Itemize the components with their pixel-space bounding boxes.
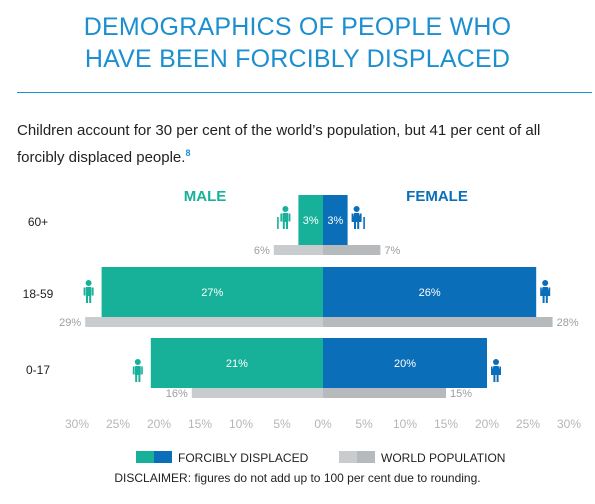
world-bar-female-0 bbox=[323, 245, 381, 255]
displaced-label-female-1: 26% bbox=[419, 287, 441, 299]
x-tick-label-5: 5% bbox=[273, 417, 291, 431]
x-tick-label-11: 25% bbox=[516, 417, 540, 431]
displaced-bar-male-2 bbox=[150, 338, 323, 388]
x-tick-label-10: 20% bbox=[475, 417, 499, 431]
x-tick-label-8: 10% bbox=[393, 417, 417, 431]
category-label-2: 0-17 bbox=[26, 363, 50, 377]
female-person-icon-2 bbox=[491, 359, 501, 382]
x-tick-label-3: 15% bbox=[188, 417, 212, 431]
disclaimer-text: DISCLAIMER: figures do not add up to 100… bbox=[114, 471, 481, 485]
x-tick-label-2: 20% bbox=[147, 417, 171, 431]
female-side-header: FEMALE bbox=[406, 188, 468, 205]
displaced-bar-female-1 bbox=[323, 267, 537, 317]
male-person-icon-2 bbox=[132, 359, 143, 382]
world-bar-male-1 bbox=[85, 317, 323, 327]
category-label-0: 60+ bbox=[28, 215, 48, 229]
world-bar-female-2 bbox=[323, 388, 446, 398]
displaced-bar-male-1 bbox=[101, 267, 323, 317]
female-person-icon-0 bbox=[351, 206, 365, 229]
world-label-female-1: 28% bbox=[557, 317, 579, 329]
world-label-female-2: 15% bbox=[450, 388, 472, 400]
x-tick-label-0: 30% bbox=[65, 417, 89, 431]
displaced-label-male-0: 3% bbox=[303, 215, 319, 227]
world-bar-male-0 bbox=[273, 245, 323, 255]
world-bar-female-1 bbox=[323, 317, 553, 327]
title-divider bbox=[17, 92, 592, 93]
world-label-male-2: 16% bbox=[166, 388, 188, 400]
world-label-male-0: 6% bbox=[254, 245, 270, 257]
displaced-bar-female-2 bbox=[323, 338, 487, 388]
world-label-female-0: 7% bbox=[384, 245, 400, 257]
legend-label-displaced: FORCIBLY DISPLACED bbox=[178, 451, 309, 465]
world-bar-male-2 bbox=[191, 388, 323, 398]
x-tick-label-1: 25% bbox=[106, 417, 130, 431]
x-tick-label-7: 5% bbox=[355, 417, 373, 431]
legend-swatch-world-male bbox=[339, 451, 357, 463]
x-tick-label-4: 10% bbox=[229, 417, 253, 431]
category-label-1: 18-59 bbox=[23, 287, 54, 301]
x-tick-label-6: 0% bbox=[314, 417, 332, 431]
male-side-header: MALE bbox=[184, 188, 227, 205]
displaced-bar-female-0 bbox=[323, 195, 348, 245]
legend-swatch-world-female bbox=[357, 451, 375, 463]
legend-swatch-displaced-female bbox=[154, 451, 172, 463]
chart-subtitle: Children account for 30 per cent of the … bbox=[17, 120, 587, 169]
male-person-icon-1 bbox=[83, 280, 94, 303]
displaced-label-male-1: 27% bbox=[201, 287, 223, 299]
world-label-male-1: 29% bbox=[59, 317, 81, 329]
male-person-icon-0 bbox=[277, 206, 291, 229]
page-title-line-2: HAVE BEEN FORCIBLY DISPLACED bbox=[84, 45, 511, 73]
subtitle-text: Children account for 30 per cent of the … bbox=[17, 122, 541, 166]
x-tick-label-9: 15% bbox=[434, 417, 458, 431]
displaced-label-male-2: 21% bbox=[226, 358, 248, 370]
footnote-ref: 8 bbox=[185, 148, 191, 158]
displaced-label-female-2: 20% bbox=[394, 358, 416, 370]
legend-label-world: WORLD POPULATION bbox=[381, 451, 505, 465]
displaced-bar-male-0 bbox=[298, 195, 323, 245]
legend-swatch-displaced-male bbox=[136, 451, 154, 463]
page-title-line-1: DEMOGRAPHICS OF PEOPLE WHO bbox=[83, 13, 512, 41]
female-person-icon-1 bbox=[540, 280, 551, 303]
displaced-label-female-0: 3% bbox=[327, 215, 343, 227]
x-tick-label-12: 30% bbox=[557, 417, 581, 431]
